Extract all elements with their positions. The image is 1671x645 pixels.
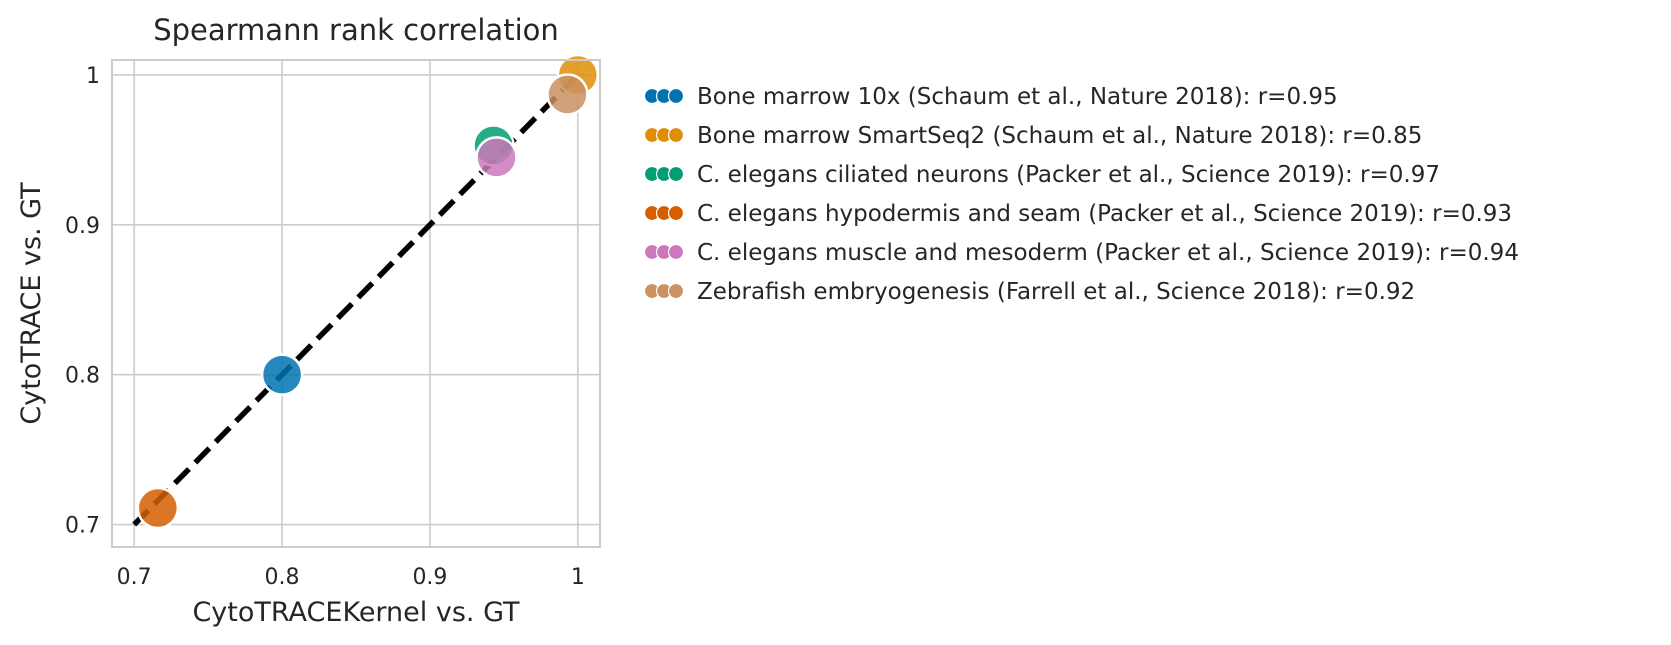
legend-marker [643,87,685,105]
tick-labels-layer: 0.7 0.8 0.9 1 0.7 0.8 0.9 1 [65,64,585,590]
legend-item: C. elegans hypodermis and seam (Packer e… [643,201,1512,227]
legend-item: Bone marrow 10x (Schaum et al., Nature 2… [643,84,1338,110]
x-tick-label: 0.8 [265,565,300,590]
chart-title: Spearmann rank correlation [153,13,559,47]
legend-label: C. elegans ciliated neurons (Packer et a… [697,162,1440,188]
legend-label: Bone marrow 10x (Schaum et al., Nature 2… [697,84,1338,110]
legend-item: Zebrafish embryogenesis (Farrell et al.,… [643,279,1415,305]
legend-item: C. elegans ciliated neurons (Packer et a… [643,162,1440,188]
y-tick-label: 1 [86,64,100,89]
legend-label: Bone marrow SmartSeq2 (Schaum et al., Na… [697,123,1422,149]
legend: Bone marrow 10x (Schaum et al., Nature 2… [643,84,1519,305]
legend-label: C. elegans muscle and mesoderm (Packer e… [697,240,1519,266]
legend-label: Zebrafish embryogenesis (Farrell et al.,… [697,279,1415,305]
legend-marker [643,204,685,222]
y-tick-label: 0.8 [65,364,100,389]
legend-item: Bone marrow SmartSeq2 (Schaum et al., Na… [643,123,1422,149]
x-axis-title: CytoTRACEKernel vs. GT [192,597,520,628]
y-axis-title: CytoTRACE vs. GT [16,182,47,425]
legend-label: C. elegans hypodermis and seam (Packer e… [697,201,1512,227]
legend-item: C. elegans muscle and mesoderm (Packer e… [643,240,1519,266]
y-tick-label: 0.7 [65,514,100,539]
plot-frame [111,59,601,548]
data-point [136,486,180,530]
x-tick-label: 0.9 [412,565,447,590]
data-point [546,73,589,116]
legend-marker [643,126,685,144]
x-tick-label: 0.7 [117,565,152,590]
x-tick-label: 1 [571,565,585,590]
data-point [475,136,518,179]
legend-marker [643,165,685,183]
data-points-layer [136,53,600,530]
grid-layer [112,60,600,547]
y-tick-label: 0.9 [65,214,100,239]
legend-marker [643,282,685,300]
data-point [260,353,304,396]
legend-marker [643,243,685,261]
